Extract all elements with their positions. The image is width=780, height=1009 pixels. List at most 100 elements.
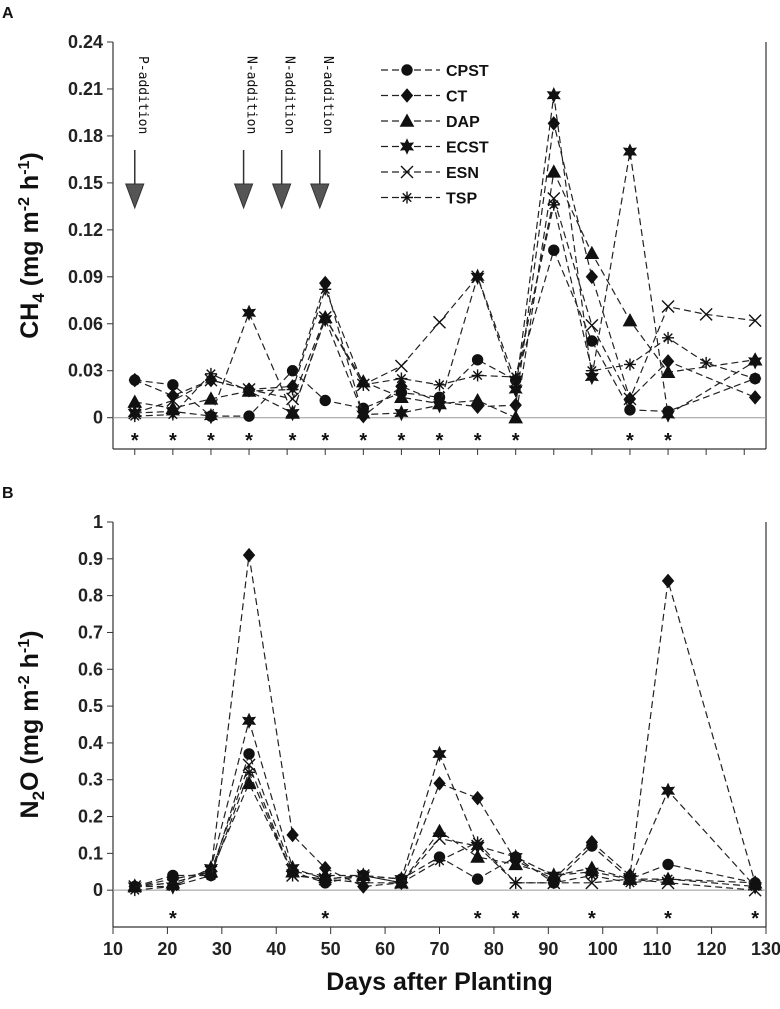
panel-a-y-axis-title-part: CH [16, 303, 44, 339]
series-line-esn [134, 198, 756, 414]
panel-b-x-tick-label: 120 [697, 939, 727, 959]
data-point-dap [508, 410, 524, 424]
panel-b-x-tick-label: 20 [157, 939, 177, 959]
data-point-esn [547, 192, 561, 206]
panel-b-x-tick-label: 30 [212, 939, 232, 959]
legend-marker-ecst [399, 138, 415, 155]
data-point-ct [748, 390, 762, 405]
annotation-3: N-addition [271, 56, 297, 210]
data-point-tsp [433, 378, 446, 391]
down-arrow-icon [310, 183, 330, 210]
data-point-dap [470, 849, 485, 863]
panel-b-x-tick-label: 60 [375, 939, 395, 959]
data-point-ecst [584, 368, 599, 386]
panel-a-y-axis-title-part: (mg m [16, 211, 44, 293]
panel-a-significance-star: * [512, 430, 520, 452]
panel-b-y-tick-label: 0 [93, 880, 103, 900]
data-point-ecst [622, 143, 638, 160]
data-point-tsp [585, 364, 598, 377]
data-point-tsp [319, 873, 332, 886]
series-line-ecst [134, 95, 756, 417]
series-line-dap [134, 781, 756, 888]
panel-a-y-tick-label: 0.21 [68, 79, 103, 99]
legend-marker-esn [400, 165, 414, 179]
panel-a-y-axis-title-part: h [16, 175, 44, 197]
panel-b-y-tick-label: 0.6 [78, 659, 103, 679]
panel-b-label: B [2, 485, 14, 502]
legend-marker-cpst [401, 64, 413, 76]
panel-b-y-tick-label: 0.3 [78, 770, 103, 790]
data-point-ecst [241, 712, 257, 730]
data-point-tsp [286, 383, 299, 396]
data-point-tsp [662, 331, 675, 344]
data-point-cpst [471, 873, 484, 885]
data-point-esn [286, 392, 300, 406]
data-point-tsp [204, 869, 217, 882]
panel-a-y-tick-label: 0.03 [68, 361, 103, 381]
data-point-tsp [623, 358, 636, 371]
data-point-tsp [749, 372, 762, 385]
series-line-cpst [134, 752, 756, 888]
panel-a-significance-star: * [169, 430, 177, 452]
data-point-esn [623, 392, 637, 406]
annotation-4: N-addition [310, 56, 335, 210]
data-point-ecst [660, 406, 676, 423]
panel-b-y-axis-title-part: -1 [16, 639, 33, 653]
data-point-esn [585, 318, 599, 332]
panel-a-y-axis-title-part: ) [16, 152, 44, 160]
panel-a-significance-star: * [321, 430, 329, 452]
panel-a-significance-star: * [131, 430, 139, 452]
series-line-esn [134, 763, 756, 891]
panel-a-significance-star: * [359, 430, 367, 452]
data-point-cpst [471, 354, 484, 366]
data-point-ct [509, 397, 522, 413]
data-point-ecst [748, 353, 763, 370]
panel-a-y-axis-title-part: -2 [16, 197, 33, 211]
data-point-tsp [204, 367, 217, 380]
legend-label-cpst: CPST [446, 63, 489, 80]
series-line-dap [134, 169, 756, 419]
data-point-tsp [128, 410, 141, 423]
data-point-ecst [356, 406, 371, 423]
down-arrow-icon [125, 183, 145, 210]
panel-b-series-cpst [129, 748, 761, 893]
legend-label-tsp: TSP [446, 191, 477, 208]
panel-a-significance-star: * [474, 430, 482, 452]
down-arrow-icon [233, 183, 254, 210]
annotation-label: N-addition [320, 56, 335, 134]
panel-b-x-tick-label: 40 [266, 939, 286, 959]
series-line-ecst [134, 718, 756, 888]
data-point-tsp [395, 876, 408, 889]
panel-b-y-axis-title-part: O (mg m [16, 690, 44, 791]
legend-label-ecst: ECST [446, 140, 489, 157]
data-point-tsp [166, 880, 179, 893]
data-point-tsp [433, 854, 446, 867]
data-point-tsp [585, 869, 598, 882]
data-point-ct [471, 790, 484, 806]
annotation-label: N-addition [282, 56, 297, 134]
data-point-cpst [548, 244, 560, 256]
data-point-cpst [662, 858, 674, 871]
panel-b-y-tick-label: 0.8 [78, 586, 103, 606]
data-point-tsp [471, 369, 484, 382]
data-point-cpst [243, 748, 255, 760]
data-point-tsp [471, 836, 484, 849]
series-line-tsp [134, 770, 756, 891]
panel-a-y-tick-label: 0.12 [68, 220, 103, 240]
data-point-ecst [660, 782, 676, 799]
data-point-tsp [128, 884, 141, 897]
panel-b-significance-star: * [169, 908, 177, 930]
panel-b-x-tick-label: 50 [321, 939, 341, 959]
panel-b-y-tick-label: 0.5 [78, 696, 103, 716]
data-point-ecst [203, 407, 219, 425]
legend-label-ct: CT [446, 89, 468, 106]
legend-label-dap: DAP [446, 114, 480, 131]
panel-a-y-tick-label: 0.24 [68, 32, 103, 52]
data-point-ct [661, 573, 675, 589]
data-point-ecst [546, 87, 561, 104]
data-point-dap [432, 823, 447, 837]
data-point-tsp [395, 372, 408, 385]
data-point-tsp [509, 876, 522, 889]
panel-a-significance-star: * [207, 430, 215, 452]
